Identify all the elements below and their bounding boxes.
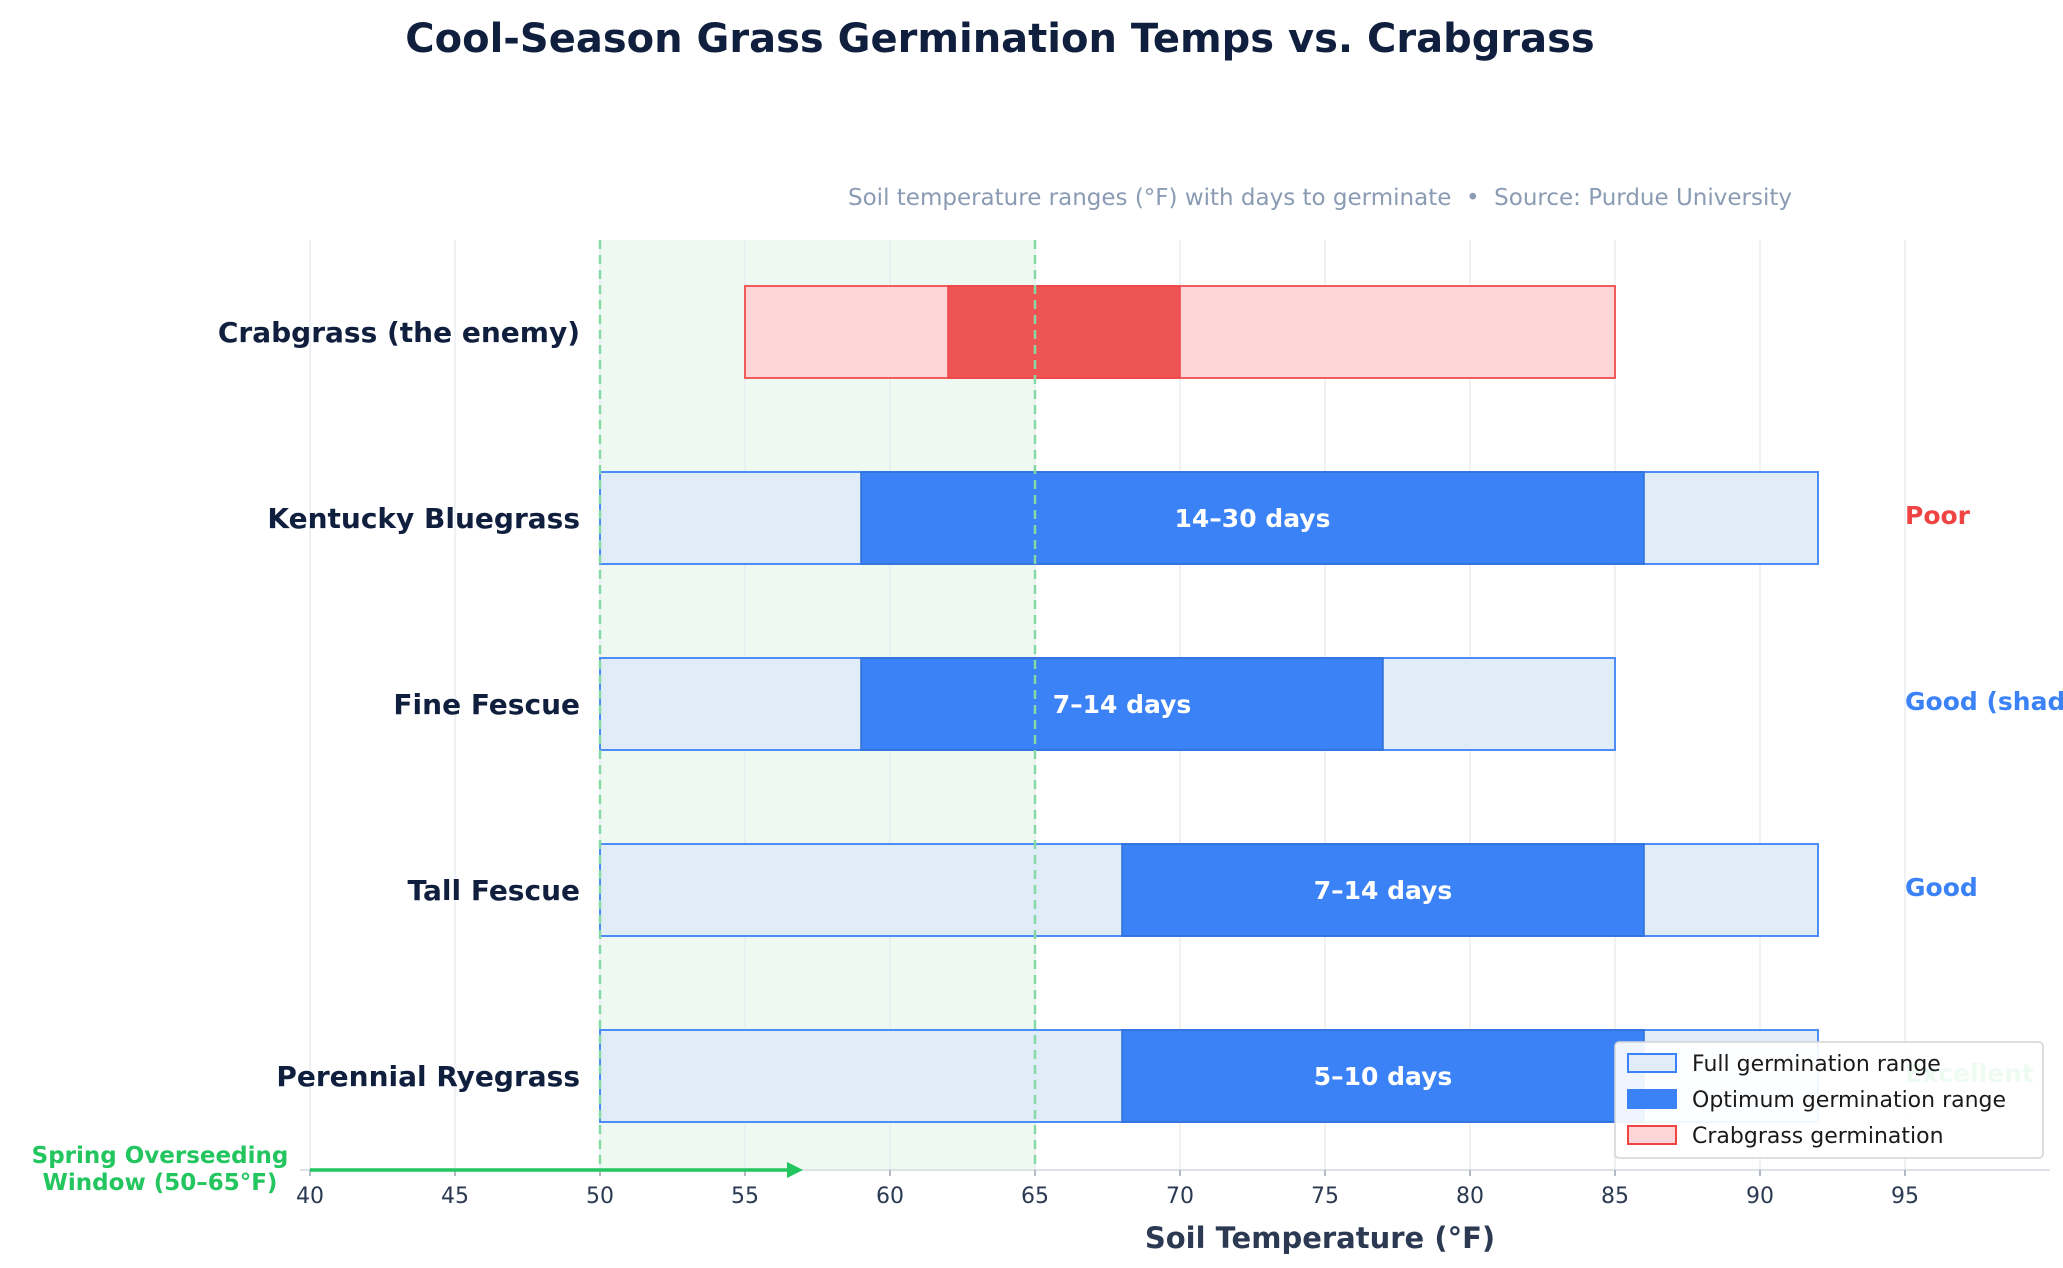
chart-subtitle: Soil temperature ranges (°F) with days t… <box>848 185 1792 211</box>
rating-label: Good (shade) <box>1905 687 2063 716</box>
x-tick-label: 80 <box>1456 1184 1484 1209</box>
optimum-range-bar <box>1121 1029 1645 1123</box>
legend-label-crabgrass: Crabgrass germination <box>1692 1124 1944 1149</box>
optimum-range-bar <box>860 471 1645 565</box>
legend-swatch-full <box>1627 1053 1677 1073</box>
category-label: Perennial Ryegrass <box>276 1060 580 1093</box>
optimum-range-bar <box>1121 843 1645 937</box>
x-tick-label: 90 <box>1746 1184 1774 1209</box>
window-annotation: Spring Overseeding Window (50–65°F) <box>32 1143 803 1196</box>
category-label: Fine Fescue <box>393 688 580 721</box>
days-label: 14–30 days <box>1175 504 1331 533</box>
x-tick-label: 85 <box>1601 1184 1629 1209</box>
optimum-range-bar <box>860 657 1384 751</box>
rating-label: Poor <box>1905 501 1971 530</box>
x-tick-label: 40 <box>296 1184 324 1209</box>
window-label-line2: Window (50–65°F) <box>43 1170 278 1196</box>
x-tick-label: 65 <box>1021 1184 1049 1209</box>
x-tick-label: 70 <box>1166 1184 1194 1209</box>
days-label: 5–10 days <box>1314 1062 1453 1091</box>
x-tick-label: 55 <box>731 1184 759 1209</box>
category-label: Kentucky Bluegrass <box>267 502 580 535</box>
days-label: 7–14 days <box>1053 690 1192 719</box>
x-axis-label: Soil Temperature (°F) <box>1145 1221 1495 1255</box>
x-tick-label: 95 <box>1891 1184 1919 1209</box>
x-axis: 40 45 50 55 60 65 70 75 80 85 90 95 <box>296 1169 2050 1209</box>
x-tick-label: 75 <box>1311 1184 1339 1209</box>
category-label: Tall Fescue <box>408 874 581 907</box>
legend-box <box>1614 1041 2044 1159</box>
x-tick-label: 60 <box>876 1184 904 1209</box>
optimum-range-bar <box>947 285 1181 379</box>
category-label: Crabgrass (the enemy) <box>218 316 580 349</box>
overseeding-window-lines <box>598 240 1037 1170</box>
days-label: 7–14 days <box>1314 876 1453 905</box>
bars <box>599 285 1819 1123</box>
x-tick-label: 50 <box>586 1184 614 1209</box>
x-tick-label: 45 <box>441 1184 469 1209</box>
legend-label-full: Full germination range <box>1692 1052 1941 1077</box>
chart-title: Cool-Season Grass Germination Temps vs. … <box>405 16 1594 62</box>
rating-label: Good <box>1905 873 1978 902</box>
legend: Full germination range Optimum germinati… <box>1614 1041 2044 1159</box>
window-label-line1: Spring Overseeding <box>32 1143 289 1169</box>
legend-label-optimum: Optimum germination range <box>1692 1088 2006 1113</box>
window-arrow-head <box>787 1162 803 1178</box>
legend-swatch-crabgrass <box>1627 1125 1677 1145</box>
legend-swatch-optimum <box>1627 1089 1677 1109</box>
labels: Crabgrass (the enemy) Kentucky Bluegrass 1… <box>218 316 2063 1093</box>
